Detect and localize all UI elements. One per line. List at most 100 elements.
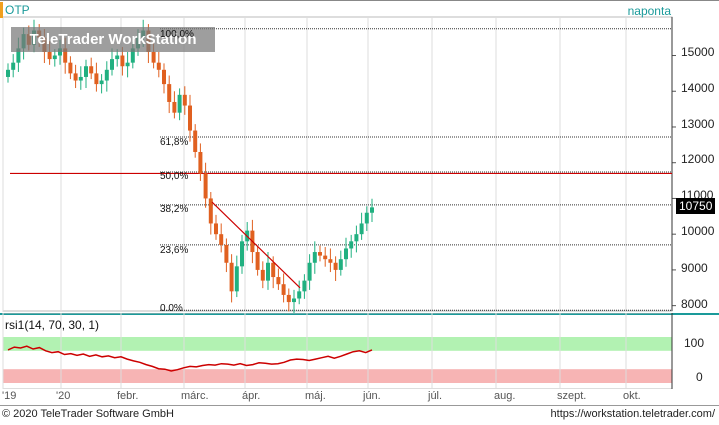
fib-label: 50,0% (160, 171, 189, 182)
candle-body (276, 277, 281, 285)
candle-body (364, 212, 369, 224)
footer-divider (0, 405, 719, 406)
candle-body (370, 207, 374, 213)
candle-body (203, 173, 208, 199)
price-tick-label: 14000 (681, 81, 715, 95)
candle-body (349, 241, 354, 249)
candle-body (307, 262, 312, 281)
candle-body (151, 51, 156, 63)
rsi-overbought-zone (3, 337, 672, 351)
candle-body (63, 48, 68, 63)
ticker-label[interactable]: OTP (5, 3, 30, 17)
rsi-line (7, 345, 373, 372)
ticker-accent-bar (0, 2, 3, 18)
candle-body (234, 266, 239, 292)
candle-body (110, 59, 114, 70)
candle-body (172, 101, 177, 113)
fib-label: 61,8% (160, 137, 189, 148)
candle-body (318, 252, 322, 256)
fib-label: 23,6% (160, 245, 189, 256)
rsi-indicator-label[interactable]: rsi1(14, 70, 30, 1) (5, 318, 100, 332)
candle-body (193, 130, 198, 152)
rsi-tick-label: 0 (696, 370, 703, 384)
candle-body (214, 223, 218, 235)
rsi-oversold-zone (3, 369, 672, 383)
candle-body (16, 48, 21, 63)
candle-body (281, 284, 286, 295)
candle-body (94, 73, 99, 85)
fib-label: 38,2% (160, 204, 189, 215)
candle-body (68, 62, 73, 74)
candle-body (323, 255, 328, 260)
time-tick-label: aug. (494, 390, 516, 402)
candle-body (167, 84, 172, 102)
candle-body (255, 252, 260, 270)
fib-label: 100,0% (160, 29, 194, 40)
candle-body (333, 262, 338, 270)
candle-body (89, 66, 94, 74)
candle-body (47, 51, 52, 60)
rsi-tick-label: 100 (684, 336, 705, 350)
candle-body (11, 62, 16, 70)
candle-body (115, 55, 120, 60)
candle-body (266, 262, 270, 281)
time-tick-label: máj. (305, 390, 326, 402)
source-url-link[interactable]: https://workstation.teletrader.com/ (550, 408, 715, 420)
time-tick-label: okt. (623, 390, 641, 402)
price-tick-label: 9000 (681, 261, 708, 275)
candle-body (354, 234, 359, 242)
price-tick-label: 8000 (681, 297, 708, 311)
panel-separator (0, 313, 719, 315)
copyright-text: © 2020 TeleTrader Software GmbH (2, 408, 174, 420)
candle-body (125, 62, 130, 67)
candle-body (240, 241, 244, 267)
time-tick-label: ápr. (242, 390, 261, 402)
top-border (0, 0, 719, 1)
time-tick-label: '19 (2, 390, 17, 402)
candle-body (198, 151, 203, 174)
trend-line (211, 201, 301, 289)
period-label[interactable]: naponta (627, 4, 671, 18)
time-tick-label: júl. (428, 390, 443, 402)
candle-body (130, 48, 135, 63)
candle-body (312, 252, 317, 263)
candle-body (338, 259, 343, 270)
candle-body (104, 69, 109, 81)
price-chart[interactable] (0, 0, 719, 313)
candle-body (188, 105, 192, 131)
watermark-logo: TeleTrader WorkStation (11, 27, 215, 52)
candle-body (328, 259, 333, 263)
time-tick-label: márc. (181, 390, 209, 402)
fib-label: 0,0% (160, 303, 183, 311)
candle-body (52, 55, 57, 60)
candle-body (229, 262, 234, 292)
last-price-badge: 10750 (676, 198, 716, 214)
price-tick-label: 13000 (681, 117, 715, 131)
candle-body (156, 62, 161, 70)
candle-body (84, 66, 88, 77)
candle-body (162, 69, 166, 85)
price-tick-label: 15000 (681, 45, 715, 59)
candle-body (297, 291, 302, 299)
candle-body (99, 80, 104, 85)
time-tick-label: szept. (557, 390, 587, 402)
rsi-chart[interactable] (0, 313, 719, 389)
candle-body (286, 294, 291, 303)
candle-body (359, 223, 364, 235)
candle-body (208, 198, 213, 224)
candle-body (120, 55, 125, 67)
candle-body (260, 269, 265, 281)
candle-body (73, 73, 78, 81)
candle-body (219, 234, 224, 245)
time-tick-label: '20 (56, 390, 71, 402)
candle-body (292, 298, 296, 303)
candle-body (302, 280, 307, 292)
price-tick-label: 12000 (681, 152, 715, 166)
candle-body (271, 262, 276, 278)
candle-body (344, 248, 348, 260)
candle-body (182, 94, 187, 106)
price-tick-label: 10000 (681, 224, 715, 238)
time-tick-label: febr. (117, 390, 139, 402)
time-tick-label: jún. (363, 390, 381, 402)
candle-body (78, 76, 83, 81)
